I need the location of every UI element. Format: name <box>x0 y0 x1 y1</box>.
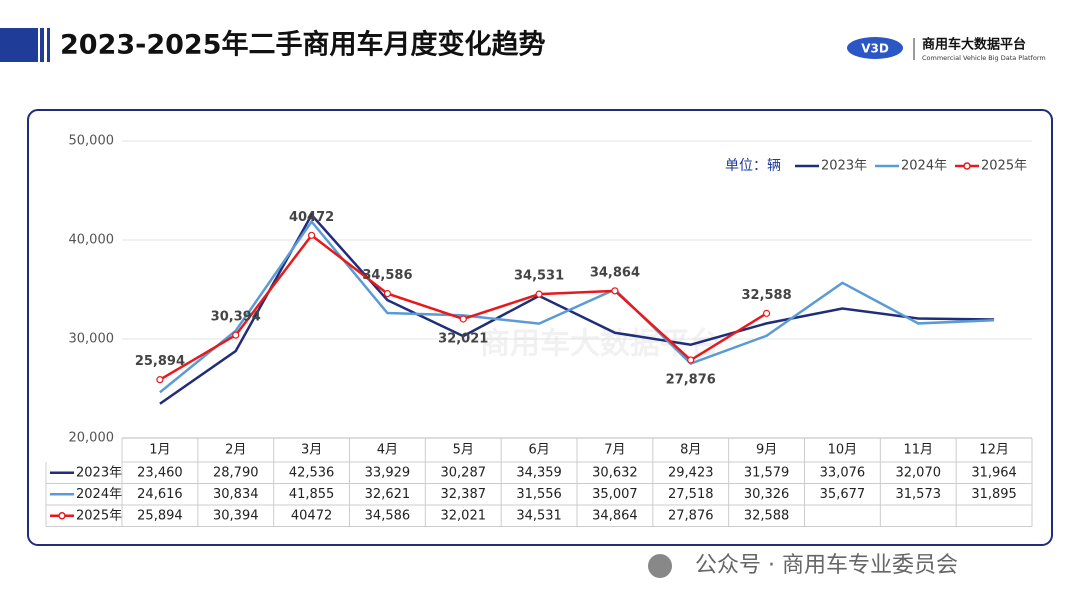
table-cell: 28,790 <box>213 465 259 480</box>
table-legend-label: 2025年 <box>76 508 122 523</box>
series-marker <box>307 231 316 239</box>
table-cell: 34,586 <box>365 508 411 523</box>
x-tick-label: 4月 <box>377 443 398 458</box>
table-cell: 35,677 <box>820 487 866 502</box>
table-cell: 34,531 <box>516 508 562 523</box>
y-tick-label: 40,000 <box>69 233 115 248</box>
table-cell: 34,359 <box>516 465 562 480</box>
y-tick-label: 20,000 <box>69 431 115 446</box>
x-tick-label: 8月 <box>680 443 701 458</box>
x-tick-label: 11月 <box>903 443 933 458</box>
logo-icon-text: V3D <box>861 42 889 56</box>
data-label: 34,531 <box>514 269 564 284</box>
table-cell: 31,895 <box>971 487 1017 502</box>
series-marker <box>535 290 543 298</box>
table-cell: 30,632 <box>592 465 638 480</box>
table-cell: 31,573 <box>896 487 942 502</box>
table-cell: 30,394 <box>213 508 259 523</box>
table-cell: 33,076 <box>820 465 866 480</box>
x-tick-label: 6月 <box>528 443 549 458</box>
series-marker <box>687 356 695 364</box>
chart-panel <box>27 109 1053 546</box>
x-tick-label: 7月 <box>604 443 625 458</box>
table-cell: 32,588 <box>744 508 790 523</box>
legend-label: 2024年 <box>901 159 947 174</box>
data-label: 34,586 <box>362 268 412 283</box>
table-cell: 34,864 <box>592 508 638 523</box>
chart: 20,000 30,000 40,000 50,000 1月 2月 3月 4月 5月 6月 7月 8月… <box>45 134 1033 527</box>
table-cell: 32,070 <box>896 465 942 480</box>
data-label: 27,876 <box>666 373 716 388</box>
series-line <box>159 219 995 394</box>
table-cell: 35,007 <box>592 487 638 502</box>
x-tick-label: 1月 <box>149 443 170 458</box>
logo-name: 商用车大数据平台 <box>922 37 1026 53</box>
table-legend-label: 2024年 <box>76 487 122 502</box>
x-tick-label: 2月 <box>225 443 246 458</box>
legend-label: 2023年 <box>821 159 867 174</box>
table-cell: 30,326 <box>744 487 790 502</box>
table-cell: 40472 <box>291 508 332 523</box>
table-cell: 41,855 <box>289 487 335 502</box>
series-marker <box>459 315 467 323</box>
unit-label: 单位：辆 <box>725 158 781 174</box>
wechat-icon <box>648 554 672 578</box>
x-tick-label: 3月 <box>301 443 322 458</box>
data-label: 32,588 <box>741 288 791 303</box>
table-cell: 42,536 <box>289 465 335 480</box>
table-cell: 32,621 <box>365 487 411 502</box>
title-bar <box>40 28 44 62</box>
series-line <box>159 212 995 405</box>
table-cell: 31,556 <box>516 487 562 502</box>
series-marker <box>383 289 392 298</box>
page-title: 2023-2025年二手商用车月度变化趋势 <box>60 29 546 61</box>
x-tick-label: 12月 <box>979 443 1009 458</box>
title-bar <box>0 28 38 62</box>
x-tick-label: 5月 <box>453 443 474 458</box>
table-cell: 31,964 <box>971 465 1017 480</box>
table-legend-marker <box>58 512 66 520</box>
title-bar <box>47 28 50 62</box>
y-tick-label: 50,000 <box>69 134 115 149</box>
x-tick-label: 9月 <box>756 443 777 458</box>
table-cell: 31,579 <box>744 465 790 480</box>
y-tick-label: 30,000 <box>69 332 115 347</box>
table-cell: 32,021 <box>441 508 487 523</box>
legend-marker <box>963 162 971 170</box>
series-marker <box>762 309 771 317</box>
table-cell: 27,876 <box>668 508 714 523</box>
data-label: 30,394 <box>211 310 261 325</box>
series-marker <box>156 376 164 384</box>
data-label: 34,864 <box>590 265 640 280</box>
table-cell: 23,460 <box>137 465 183 480</box>
series-marker <box>232 331 240 339</box>
data-label: 32,021 <box>438 331 488 346</box>
series-marker <box>611 287 619 295</box>
table-cell: 30,834 <box>213 487 259 502</box>
data-label: 40472 <box>289 210 334 225</box>
table-cell: 32,387 <box>441 487 487 502</box>
logo-subtitle: Commercial Vehicle Big Data Platform <box>922 54 1046 62</box>
table-cell: 33,929 <box>365 465 411 480</box>
footer-text: 公众号 · 商用车专业委员会 <box>695 553 958 578</box>
table-cell: 30,287 <box>441 465 487 480</box>
table-cell: 24,616 <box>137 487 183 502</box>
logo-icon <box>847 37 903 59</box>
table-cell: 27,518 <box>668 487 714 502</box>
table-cell: 25,894 <box>137 508 183 523</box>
data-label: 25,894 <box>135 354 185 369</box>
table-legend-label: 2023年 <box>76 465 122 480</box>
x-tick-label: 10月 <box>828 443 858 458</box>
table-cell: 29,423 <box>668 465 714 480</box>
legend-label: 2025年 <box>981 159 1027 174</box>
